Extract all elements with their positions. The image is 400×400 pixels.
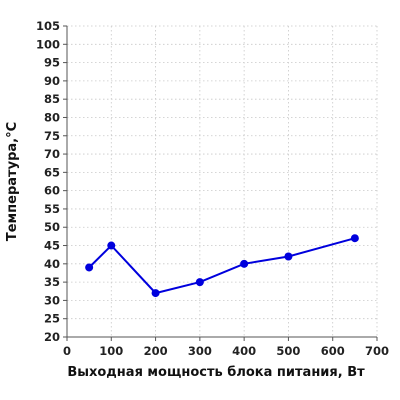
y-tick-label: 60 xyxy=(44,184,60,198)
y-tick-label: 55 xyxy=(44,202,60,216)
series-line xyxy=(88,237,356,295)
y-tick-label: 40 xyxy=(44,257,60,271)
x-tick-label: 300 xyxy=(188,344,212,358)
data-point xyxy=(350,234,359,243)
y-tick-label: 50 xyxy=(44,220,60,234)
grid xyxy=(66,25,378,338)
x-axis-title: Выходная мощность блока питания, Вт xyxy=(67,365,365,380)
y-tick-label: 30 xyxy=(44,293,60,307)
data-point xyxy=(284,252,293,261)
series xyxy=(85,234,359,298)
y-tick-label: 20 xyxy=(44,330,60,344)
y-tick-label: 90 xyxy=(44,74,60,88)
y-tick-label: 105 xyxy=(36,19,60,33)
y-tick-label: 45 xyxy=(44,239,60,253)
y-tick-label: 85 xyxy=(44,92,60,106)
data-point xyxy=(107,241,116,250)
y-tick-label: 100 xyxy=(36,37,60,51)
y-axis-title: Температура,°C xyxy=(5,122,20,241)
axes xyxy=(66,26,377,338)
x-tick-label: 600 xyxy=(321,344,345,358)
y-tick-label: 70 xyxy=(44,147,60,161)
y-tick-label: 35 xyxy=(44,275,60,289)
data-point xyxy=(151,289,160,298)
y-tick-label: 80 xyxy=(44,110,60,124)
y-tick-label: 65 xyxy=(44,165,60,179)
y-tick-label: 25 xyxy=(44,312,60,326)
data-point xyxy=(240,259,249,268)
x-tick-label: 100 xyxy=(99,344,123,358)
x-axis-ticks: 0 100 200 300 400 500 600 700 xyxy=(63,337,389,358)
y-tick-label: 75 xyxy=(44,129,60,143)
y-axis-ticks: 20 25 30 35 40 45 50 55 60 65 70 75 80 85 90 95 100 105 xyxy=(36,19,67,344)
x-tick-label: 200 xyxy=(144,344,168,358)
x-tick-label: 0 xyxy=(63,344,71,358)
data-point xyxy=(195,278,204,287)
x-tick-label: 500 xyxy=(276,344,300,358)
x-tick-label: 700 xyxy=(365,344,389,358)
y-tick-label: 95 xyxy=(44,56,60,70)
x-tick-label: 400 xyxy=(232,344,256,358)
data-point xyxy=(85,263,94,272)
